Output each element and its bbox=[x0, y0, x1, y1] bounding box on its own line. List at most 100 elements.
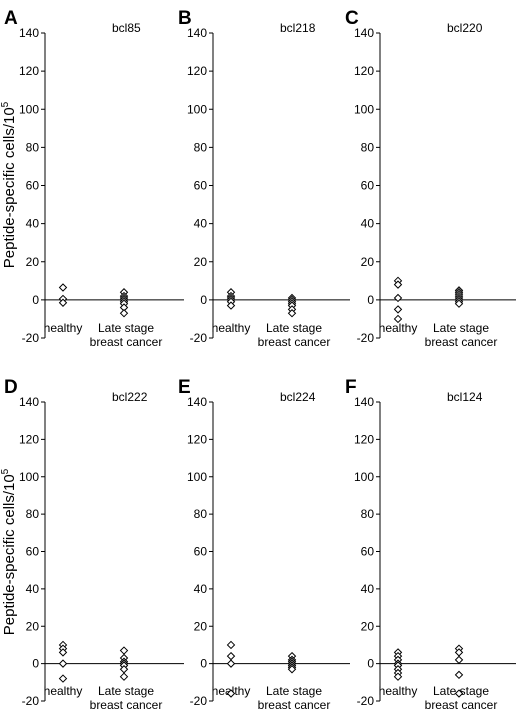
panel-letter: D bbox=[4, 377, 18, 398]
y-tick-label: 0 bbox=[32, 293, 39, 307]
y-tick-label: 80 bbox=[26, 140, 40, 154]
category-label: Late stage bbox=[266, 684, 322, 698]
y-tick-label: 40 bbox=[26, 582, 40, 596]
data-point bbox=[58, 648, 68, 657]
y-tick-label: 20 bbox=[361, 255, 375, 269]
y-tick-label: 40 bbox=[194, 582, 208, 596]
y-tick-label: 140 bbox=[19, 26, 39, 40]
y-tick-label: 140 bbox=[187, 26, 207, 40]
y-tick-label: 100 bbox=[187, 102, 207, 116]
category-label: Late stage bbox=[433, 684, 489, 698]
category-label: Late stage bbox=[98, 684, 154, 698]
category-label: healthy bbox=[379, 321, 418, 335]
data-point bbox=[393, 293, 403, 303]
y-tick-label: 60 bbox=[361, 179, 375, 193]
data-point bbox=[454, 670, 464, 680]
category-label: breast cancer bbox=[425, 698, 498, 712]
data-point bbox=[454, 299, 464, 308]
y-tick-label: 140 bbox=[354, 26, 374, 40]
y-tick-label: 140 bbox=[19, 395, 39, 409]
data-point bbox=[226, 659, 236, 668]
y-tick-label: 80 bbox=[26, 507, 40, 521]
y-tick-label: 0 bbox=[367, 657, 374, 671]
data-point bbox=[119, 309, 129, 318]
y-tick-label: 40 bbox=[26, 217, 40, 231]
y-tick-label: 120 bbox=[187, 432, 207, 446]
y-tick-label: 40 bbox=[361, 582, 375, 596]
y-tick-label: 100 bbox=[19, 470, 39, 484]
data-point bbox=[454, 689, 464, 698]
category-label: Late stage bbox=[433, 321, 489, 335]
y-axis-label-superscript: 5 bbox=[0, 468, 11, 474]
data-point bbox=[393, 314, 403, 324]
y-tick-label: 20 bbox=[361, 619, 375, 633]
y-tick-label: 60 bbox=[194, 179, 208, 193]
y-axis-label: Peptide-specific cells/105 bbox=[0, 101, 18, 268]
y-tick-label: 0 bbox=[200, 657, 207, 671]
panel-letter: A bbox=[4, 8, 18, 29]
data-point bbox=[58, 298, 68, 307]
y-tick-label: 80 bbox=[194, 140, 208, 154]
y-axis-label: Peptide-specific cells/105 bbox=[0, 468, 18, 635]
panel-title: bcl218 bbox=[280, 21, 316, 35]
y-tick-label: 0 bbox=[32, 657, 39, 671]
data-point bbox=[393, 305, 403, 314]
panel-letter: C bbox=[345, 8, 359, 29]
chart-panel-e: Ebcl224140120100806040200-20healthyLate … bbox=[178, 377, 350, 712]
y-tick-label: 0 bbox=[367, 293, 374, 307]
y-tick-label: -20 bbox=[22, 331, 40, 345]
category-label: Late stage bbox=[266, 321, 322, 335]
panel-letter: B bbox=[178, 8, 192, 29]
y-tick-label: 120 bbox=[354, 64, 374, 78]
y-tick-label: 140 bbox=[187, 395, 207, 409]
y-tick-label: 20 bbox=[26, 619, 40, 633]
data-point bbox=[119, 646, 129, 655]
y-tick-label: 0 bbox=[200, 293, 207, 307]
data-point bbox=[287, 309, 297, 318]
y-tick-label: -20 bbox=[357, 694, 375, 708]
y-tick-label: 80 bbox=[194, 507, 208, 521]
y-tick-label: -20 bbox=[22, 694, 40, 708]
y-tick-label: 60 bbox=[361, 545, 375, 559]
y-tick-label: 100 bbox=[19, 102, 39, 116]
data-point bbox=[226, 651, 236, 661]
y-tick-label: 140 bbox=[354, 395, 374, 409]
y-tick-label: 40 bbox=[361, 217, 375, 231]
category-label: healthy bbox=[44, 321, 83, 335]
y-tick-label: 100 bbox=[354, 102, 374, 116]
data-point bbox=[226, 301, 236, 310]
y-tick-label: 20 bbox=[26, 255, 40, 269]
category-label: healthy bbox=[44, 684, 83, 698]
category-label: healthy bbox=[212, 321, 251, 335]
panel-title: bcl224 bbox=[280, 390, 316, 404]
data-point bbox=[393, 280, 403, 289]
y-axis-label-superscript: 5 bbox=[0, 101, 11, 107]
y-tick-label: 60 bbox=[26, 179, 40, 193]
y-tick-label: 100 bbox=[187, 470, 207, 484]
y-tick-label: 80 bbox=[361, 507, 375, 521]
panel-title: bcl220 bbox=[447, 21, 483, 35]
category-label: breast cancer bbox=[90, 698, 163, 712]
y-tick-label: 120 bbox=[187, 64, 207, 78]
y-tick-label: 60 bbox=[194, 545, 208, 559]
y-tick-label: 40 bbox=[194, 217, 208, 231]
y-tick-label: 120 bbox=[19, 64, 39, 78]
panel-title: bcl124 bbox=[447, 390, 483, 404]
data-point bbox=[454, 655, 464, 665]
category-label: healthy bbox=[379, 684, 418, 698]
category-label: breast cancer bbox=[425, 335, 498, 349]
y-tick-label: -20 bbox=[357, 331, 375, 345]
data-point bbox=[287, 665, 297, 674]
y-tick-label: -20 bbox=[190, 694, 208, 708]
category-label: breast cancer bbox=[90, 335, 163, 349]
panel-letter: E bbox=[178, 377, 191, 398]
data-point bbox=[226, 640, 236, 650]
y-tick-label: 100 bbox=[354, 470, 374, 484]
y-tick-label: 120 bbox=[354, 432, 374, 446]
y-tick-label: -20 bbox=[190, 331, 208, 345]
